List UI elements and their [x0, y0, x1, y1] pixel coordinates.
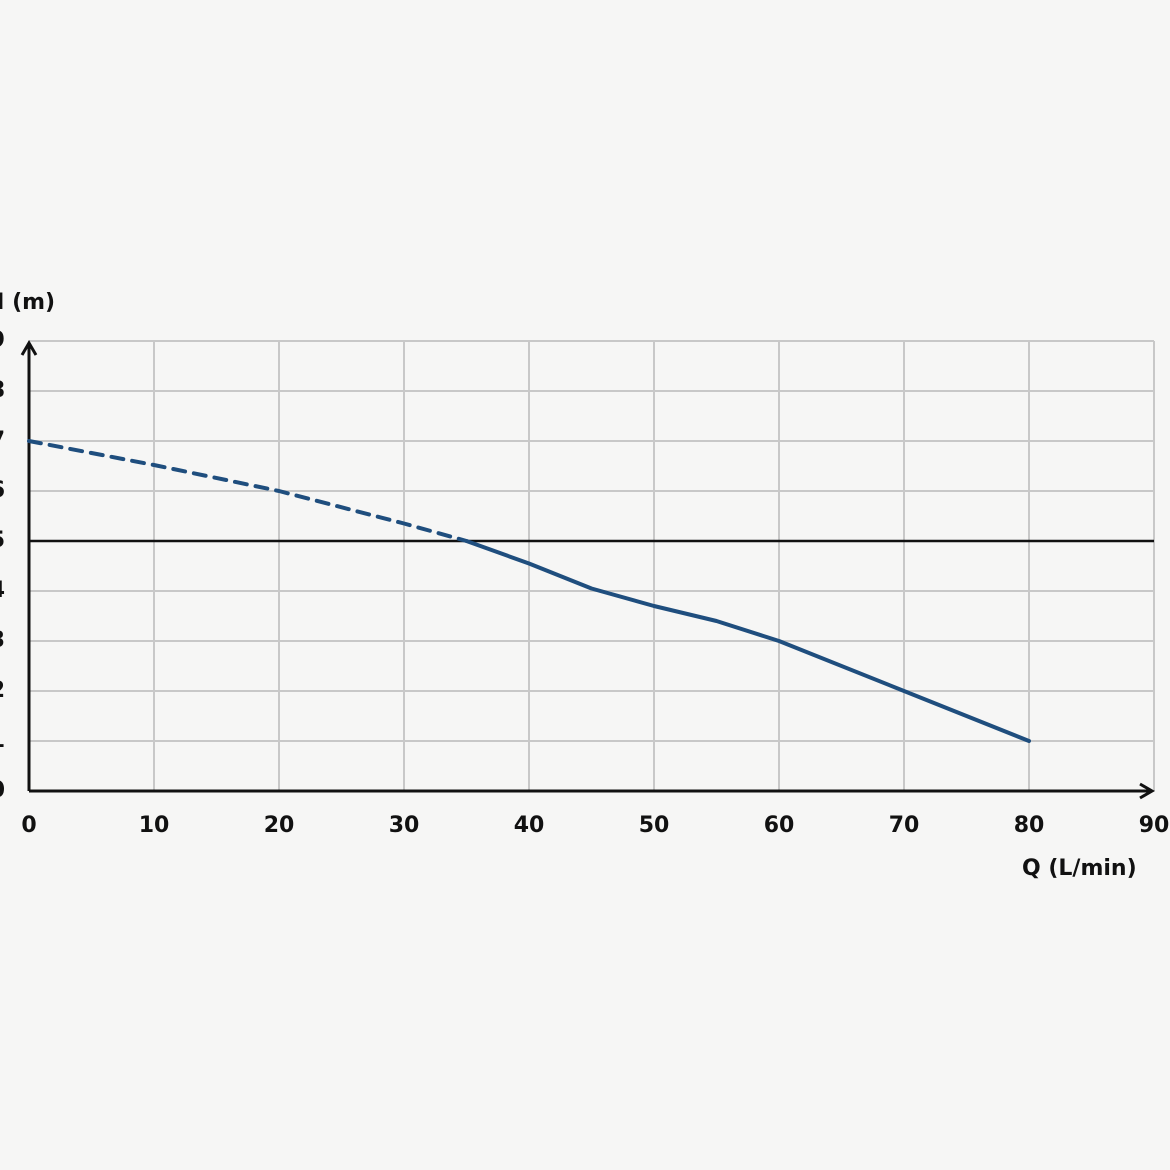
y-tick-label: 7 — [0, 428, 5, 453]
x-tick-label: 10 — [139, 813, 170, 838]
x-tick-label: 60 — [764, 813, 795, 838]
x-tick-label: 70 — [889, 813, 920, 838]
y-axis — [20, 340, 38, 791]
x-axis — [29, 782, 1155, 800]
y-tick-label: 2 — [0, 678, 5, 703]
x-tick-label: 20 — [264, 813, 295, 838]
y-tick-label: 3 — [0, 628, 5, 653]
y-tick-label: 4 — [0, 578, 5, 603]
y-tick-label: 6 — [0, 478, 5, 503]
y-axis-label: H (m) — [0, 290, 55, 315]
y-tick-label: 5 — [0, 528, 5, 553]
y-tick-label: 9 — [0, 328, 5, 353]
x-tick-label: 30 — [389, 813, 420, 838]
y-tick-label: 8 — [0, 378, 5, 403]
series-line — [464, 539, 1031, 743]
x-tick-label: 50 — [639, 813, 670, 838]
x-axis-label: Q (L/min) — [1022, 856, 1137, 881]
y-tick-label: 0 — [0, 778, 5, 803]
series-line — [27, 439, 469, 543]
x-tick-label: 90 — [1139, 813, 1170, 838]
x-tick-label: 80 — [1014, 813, 1045, 838]
x-tick-label: 40 — [514, 813, 545, 838]
y-tick-label: 1 — [0, 728, 5, 753]
x-tick-label: 0 — [21, 813, 36, 838]
